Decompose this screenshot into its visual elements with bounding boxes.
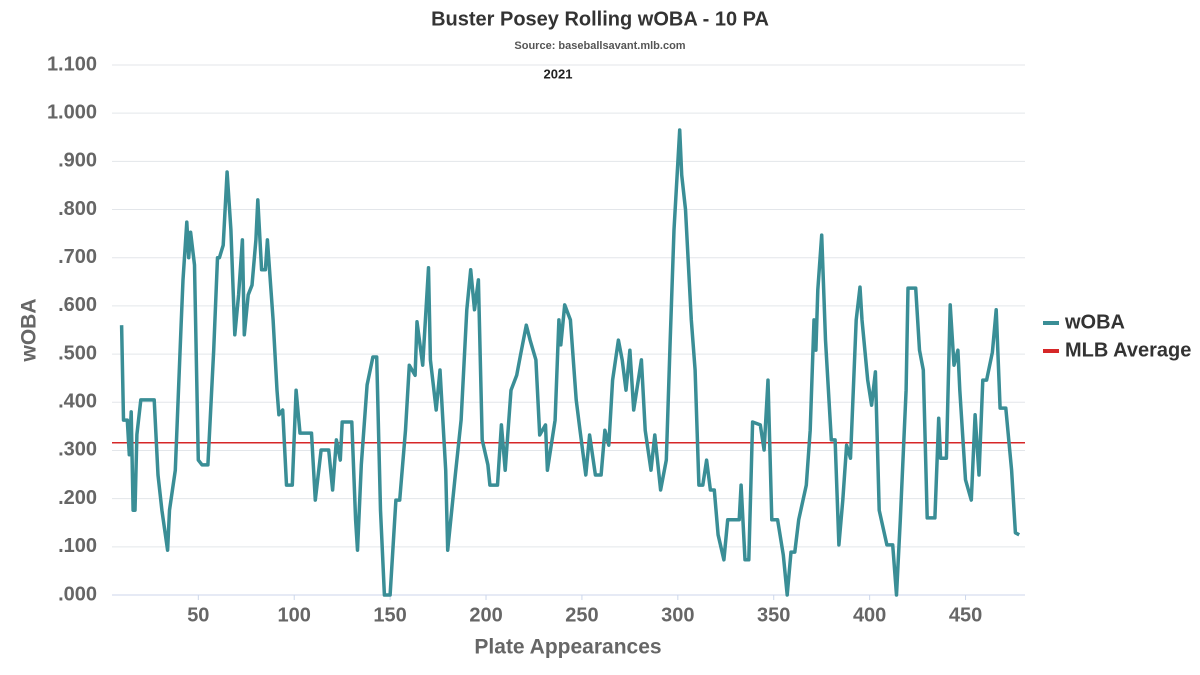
y-tick-label: .000 bbox=[58, 583, 97, 605]
y-tick-label: .800 bbox=[58, 198, 97, 220]
y-tick-label: 1.100 bbox=[47, 53, 97, 75]
y-tick-label: .400 bbox=[58, 391, 97, 413]
legend-label: MLB Average bbox=[1065, 339, 1191, 361]
y-tick-label: .700 bbox=[58, 246, 97, 268]
y-tick-label: .900 bbox=[58, 150, 97, 172]
x-tick-label: 150 bbox=[373, 604, 406, 626]
y-tick-label: .500 bbox=[58, 342, 97, 364]
x-tick-label: 250 bbox=[565, 604, 598, 626]
y-tick-label: .100 bbox=[58, 535, 97, 557]
x-tick-label: 300 bbox=[661, 604, 694, 626]
series-line bbox=[119, 128, 1021, 597]
x-tick-label: 350 bbox=[757, 604, 790, 626]
y-tick-label: 1.000 bbox=[47, 101, 97, 123]
y-axis-label: wOBA bbox=[18, 299, 41, 363]
y-tick-label: .600 bbox=[58, 294, 97, 316]
x-tick-label: 400 bbox=[853, 604, 886, 626]
y-tick-label: .200 bbox=[58, 487, 97, 509]
chart-title: Buster Posey Rolling wOBA - 10 PA bbox=[431, 8, 769, 30]
legend-label: wOBA bbox=[1064, 311, 1125, 333]
x-tick-label: 50 bbox=[187, 604, 209, 626]
annotation: 2021 bbox=[544, 66, 573, 81]
chart-subtitle: Source: baseballsavant.mlb.com bbox=[514, 40, 685, 52]
x-tick-label: 450 bbox=[949, 604, 982, 626]
x-axis-label: Plate Appearances bbox=[474, 636, 661, 659]
x-tick-label: 200 bbox=[469, 604, 502, 626]
x-tick-label: 100 bbox=[278, 604, 311, 626]
y-tick-label: .300 bbox=[58, 439, 97, 461]
